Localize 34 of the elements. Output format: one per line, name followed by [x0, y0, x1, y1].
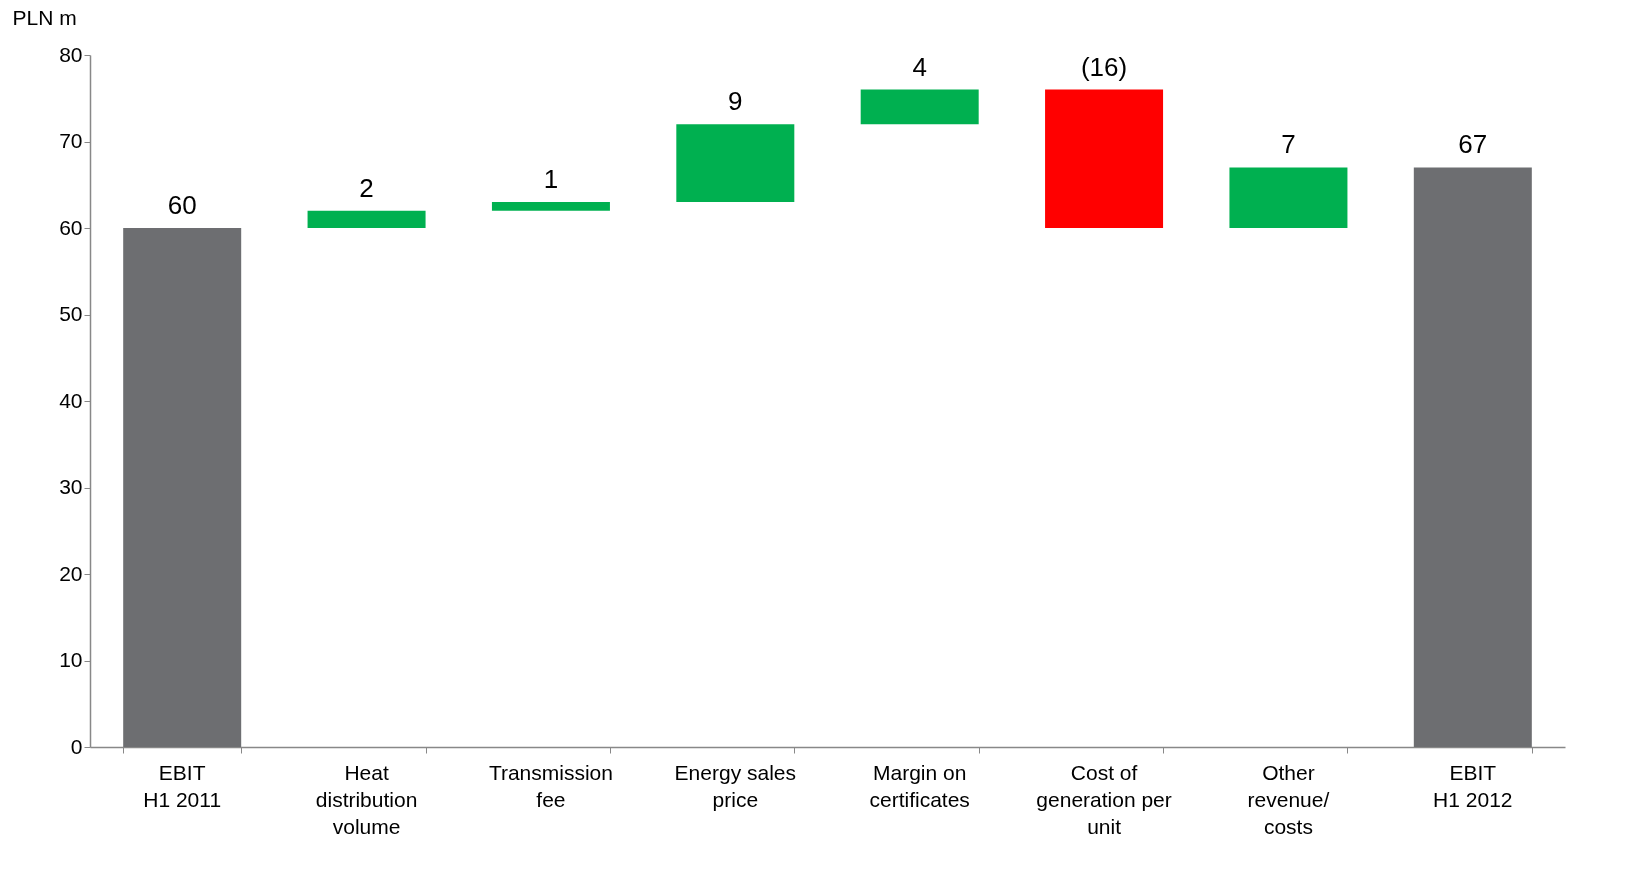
data-label: 9 — [728, 86, 743, 117]
y-tick-label: 40 — [59, 388, 83, 412]
bar — [123, 228, 242, 747]
x-tick-label: EBIT H1 2012 — [1433, 761, 1513, 811]
y-axis-title: PLN m — [12, 5, 77, 29]
y-tick-label: 70 — [59, 129, 83, 152]
data-label: (16) — [1080, 51, 1128, 82]
bar — [491, 202, 610, 211]
data-label: 2 — [359, 172, 374, 203]
y-tick-label: 30 — [59, 475, 83, 498]
y-tick-label: 10 — [59, 648, 83, 671]
bar — [1229, 167, 1348, 228]
data-label: 67 — [1458, 129, 1488, 160]
x-tick-label: EBIT H1 2011 — [143, 761, 222, 811]
y-tick-label: 50 — [59, 302, 83, 325]
x-tick-label: Cost of generation per unit — [1036, 761, 1172, 838]
bar — [676, 124, 795, 203]
data-label: 4 — [912, 51, 927, 82]
bar — [860, 89, 979, 125]
bar — [1045, 89, 1164, 228]
data-label: 60 — [167, 190, 197, 220]
x-tick-label: Other revenue/ costs — [1247, 761, 1330, 838]
y-tick-label: 80 — [59, 42, 83, 66]
x-tick-label: Transmission fee — [488, 761, 613, 811]
y-tick-label: 60 — [59, 215, 83, 239]
x-tick-label: Margin on certificates — [869, 761, 970, 811]
data-label: 7 — [1281, 129, 1296, 160]
x-tick-label: Heat distribution volume — [315, 761, 418, 838]
bar — [1413, 167, 1532, 747]
x-tick-label: Energy sales price — [674, 761, 797, 811]
y-tick-label: 0 — [70, 734, 83, 758]
y-tick-label: 20 — [59, 561, 83, 585]
bar — [307, 210, 426, 228]
data-label: 1 — [543, 164, 559, 195]
